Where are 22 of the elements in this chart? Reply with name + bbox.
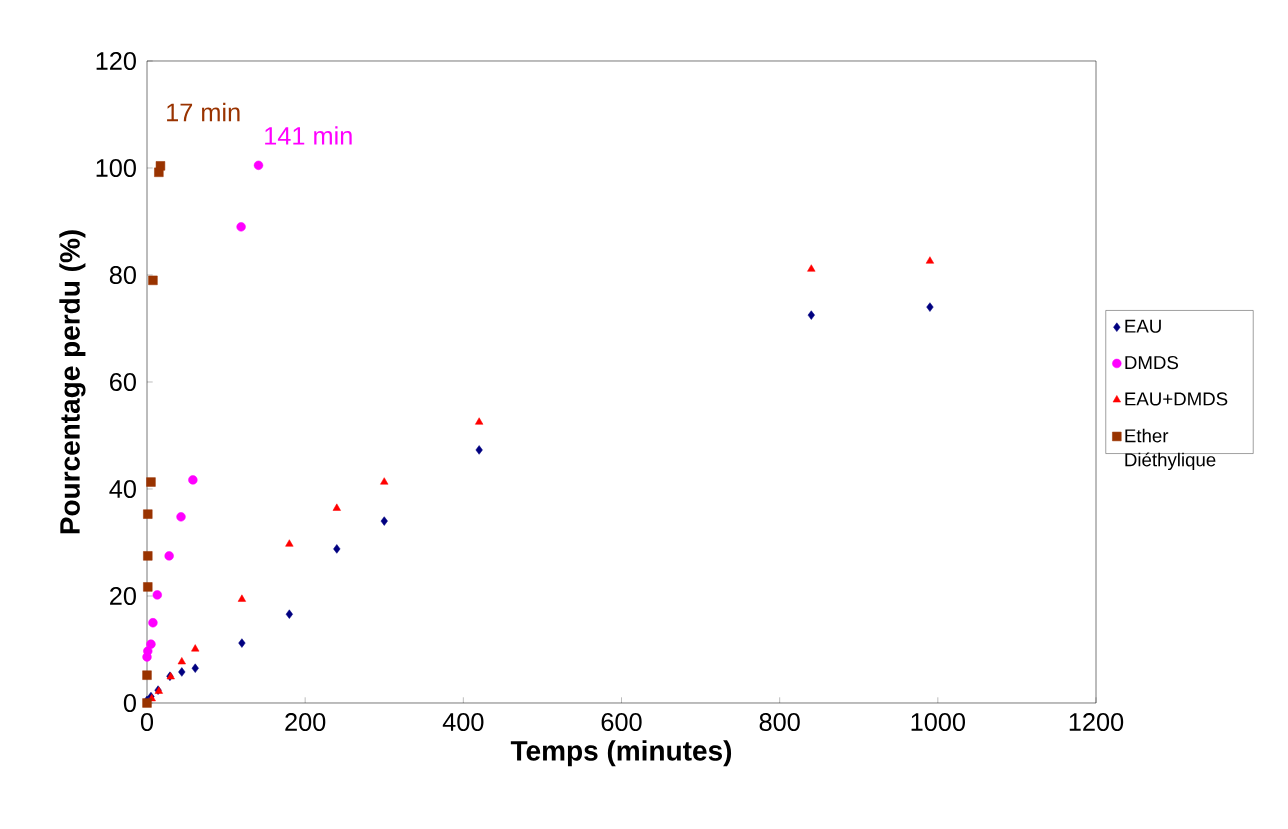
legend-label: EAU: [1125, 319, 1161, 333]
x-tick-label: 200: [285, 713, 326, 731]
y-tick-label: 0: [123, 694, 136, 712]
legend-label: Ether Diéthylique: [1125, 428, 1216, 471]
y-tick-label: 120: [96, 52, 136, 70]
legend-label: EAU+DMDS: [1125, 392, 1228, 406]
y-axis-title: Pourcentage perdu (%): [59, 230, 86, 534]
x-tick-label: 1200: [1069, 713, 1124, 731]
x-tick-label: 0: [140, 713, 154, 731]
x-axis-title: Temps (minutes): [510, 740, 732, 767]
annotation: 141 min: [265, 126, 352, 145]
y-tick-label: 100: [96, 159, 136, 177]
y-tick-label: 20: [110, 587, 136, 605]
y-tick-label: 80: [109, 266, 136, 284]
x-tick-label: 800: [759, 713, 800, 731]
x-tick-label: 400: [442, 713, 484, 731]
annotation: 17 min: [167, 102, 240, 122]
x-tick-label: 1000: [911, 713, 966, 731]
y-tick-label: 40: [109, 480, 136, 498]
x-tick-label: 600: [601, 713, 642, 731]
y-tick-label: 60: [110, 373, 136, 391]
legend-label: DMDS: [1125, 355, 1178, 370]
